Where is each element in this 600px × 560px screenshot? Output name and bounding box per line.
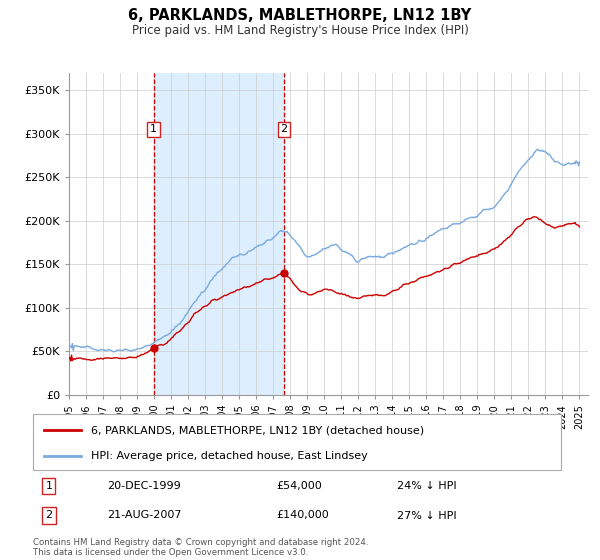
Text: 24% ↓ HPI: 24% ↓ HPI <box>397 482 457 491</box>
Text: 20-DEC-1999: 20-DEC-1999 <box>107 482 181 491</box>
FancyBboxPatch shape <box>33 414 561 470</box>
Text: 6, PARKLANDS, MABLETHORPE, LN12 1BY: 6, PARKLANDS, MABLETHORPE, LN12 1BY <box>128 8 472 24</box>
Text: £140,000: £140,000 <box>276 511 329 520</box>
Text: 27% ↓ HPI: 27% ↓ HPI <box>397 511 457 520</box>
Text: Price paid vs. HM Land Registry's House Price Index (HPI): Price paid vs. HM Land Registry's House … <box>131 24 469 37</box>
Bar <box>154 73 284 395</box>
Text: £54,000: £54,000 <box>276 482 322 491</box>
Text: 1: 1 <box>150 124 157 134</box>
Text: 2: 2 <box>280 124 287 134</box>
Text: 1: 1 <box>46 482 52 491</box>
Text: Contains HM Land Registry data © Crown copyright and database right 2024.
This d: Contains HM Land Registry data © Crown c… <box>33 538 368 557</box>
Text: HPI: Average price, detached house, East Lindsey: HPI: Average price, detached house, East… <box>91 451 368 461</box>
Text: 21-AUG-2007: 21-AUG-2007 <box>107 511 181 520</box>
Text: 6, PARKLANDS, MABLETHORPE, LN12 1BY (detached house): 6, PARKLANDS, MABLETHORPE, LN12 1BY (det… <box>91 425 424 435</box>
Text: 2: 2 <box>45 511 52 520</box>
